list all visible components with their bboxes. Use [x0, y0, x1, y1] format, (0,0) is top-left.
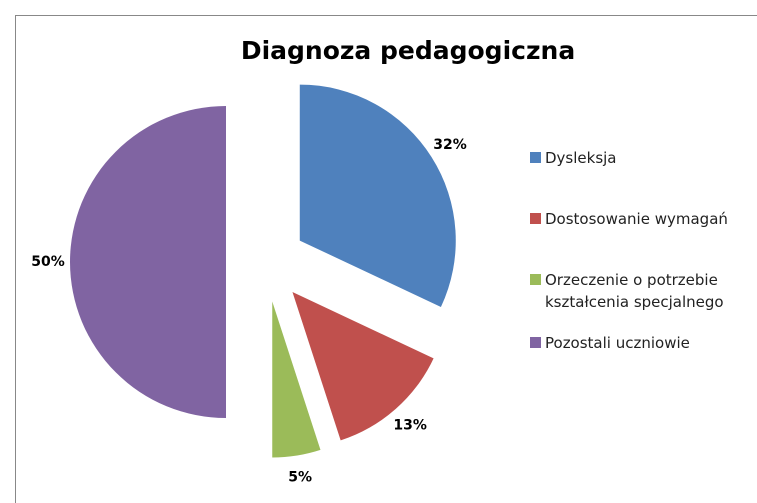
pie-slice	[70, 106, 226, 418]
legend-label: Pozostali uczniowie	[545, 334, 690, 352]
legend-label: Dysleksja	[545, 149, 617, 167]
data-label: 32%	[433, 137, 467, 153]
legend-label: Dostosowanie wymagań	[545, 210, 728, 228]
data-label: 13%	[393, 418, 427, 434]
data-label: 5%	[288, 469, 312, 485]
legend-swatch	[530, 274, 541, 285]
pie-slice	[299, 84, 456, 307]
pie-slice	[272, 301, 321, 458]
pie-slice	[292, 292, 434, 441]
chart-title: Diagnoza pedagogiczna	[241, 36, 575, 65]
legend-swatch	[530, 152, 541, 163]
legend-label: Orzeczenie o potrzebie kształcenia specj…	[545, 271, 724, 311]
data-label: 50%	[31, 254, 65, 270]
legend-swatch	[530, 213, 541, 224]
legend-swatch	[530, 337, 541, 348]
